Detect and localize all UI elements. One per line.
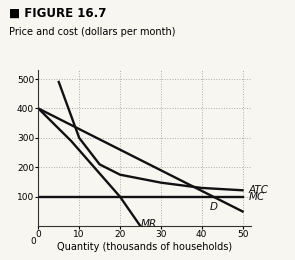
Text: ■ FIGURE 16.7: ■ FIGURE 16.7: [9, 6, 106, 20]
Text: 0: 0: [31, 237, 36, 245]
Text: MC: MC: [249, 192, 265, 202]
Text: Price and cost (dollars per month): Price and cost (dollars per month): [9, 27, 175, 37]
Text: ATC: ATC: [249, 185, 269, 195]
Text: MR: MR: [140, 219, 157, 229]
Text: D: D: [210, 202, 218, 212]
X-axis label: Quantity (thousands of households): Quantity (thousands of households): [57, 242, 232, 252]
